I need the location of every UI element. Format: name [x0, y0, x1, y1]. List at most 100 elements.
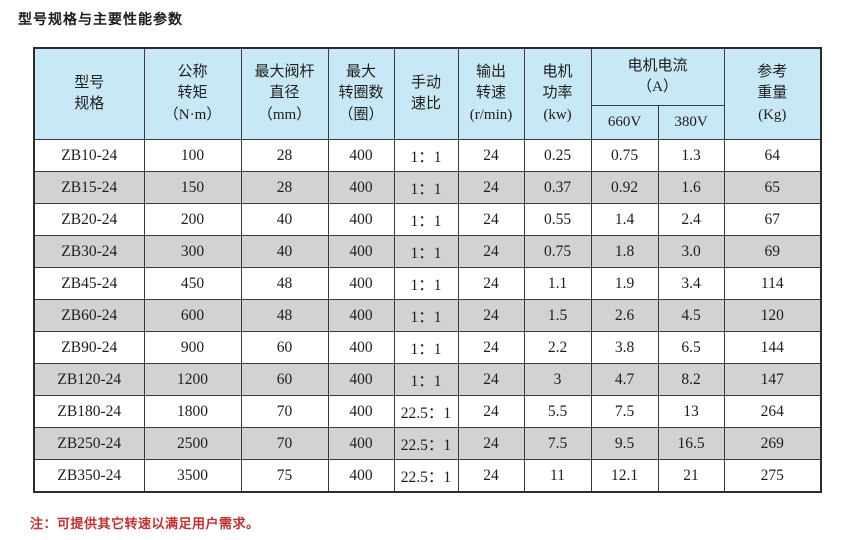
cell-power_kw: 5.5	[523, 395, 592, 428]
cell-manual_ratio: 1：1	[393, 171, 459, 204]
cell-manual_ratio: 22.5：1	[393, 395, 459, 428]
cell-turns: 400	[327, 299, 395, 332]
cell-speed_rpm: 24	[457, 139, 525, 172]
cell-turns: 400	[327, 459, 395, 493]
cell-torque_nm: 300	[143, 235, 242, 268]
cell-power_kw: 11	[523, 459, 592, 493]
cell-current_660v: 0.92	[590, 171, 659, 204]
cell-current_660v: 1.9	[590, 267, 659, 300]
cell-turns: 400	[327, 171, 395, 204]
cell-power_kw: 0.25	[523, 139, 592, 172]
cell-weight_kg: 144	[723, 331, 822, 364]
cell-power_kw: 0.55	[523, 203, 592, 236]
cell-stem_mm: 60	[240, 331, 329, 364]
cell-current_380v: 1.6	[657, 171, 725, 204]
cell-power_kw: 0.75	[523, 235, 592, 268]
cell-current_380v: 3.4	[657, 267, 725, 300]
cell-manual_ratio: 1：1	[393, 139, 459, 172]
cell-current_380v: 2.4	[657, 203, 725, 236]
cell-stem_mm: 28	[240, 139, 329, 172]
cell-manual_ratio: 1：1	[393, 331, 459, 364]
table-row: ZB45-24 450 48 400 1：1 24 1.1 1.9 3.4 114	[33, 267, 822, 300]
header-manual-ratio: 手动 速比	[393, 47, 459, 140]
cell-current_660v: 9.5	[590, 427, 659, 460]
cell-turns: 400	[327, 395, 395, 428]
cell-weight_kg: 114	[723, 267, 822, 300]
header-output-speed: 输出 转速 (r/min)	[457, 47, 525, 140]
cell-torque_nm: 2500	[143, 427, 242, 460]
cell-turns: 400	[327, 331, 395, 364]
header-stem-diameter: 最大阀杆 直径 （mm）	[240, 47, 329, 140]
cell-weight_kg: 269	[723, 427, 822, 460]
cell-speed_rpm: 24	[457, 235, 525, 268]
cell-torque_nm: 1200	[143, 363, 242, 396]
cell-speed_rpm: 24	[457, 363, 525, 396]
cell-current_380v: 16.5	[657, 427, 725, 460]
cell-speed_rpm: 24	[457, 395, 525, 428]
cell-current_380v: 4.5	[657, 299, 725, 332]
cell-current_660v: 4.7	[590, 363, 659, 396]
cell-current_660v: 3.8	[590, 331, 659, 364]
cell-power_kw: 2.2	[523, 331, 592, 364]
cell-torque_nm: 450	[143, 267, 242, 300]
cell-speed_rpm: 24	[457, 459, 525, 493]
cell-weight_kg: 275	[723, 459, 822, 493]
cell-current_660v: 0.75	[590, 139, 659, 172]
table-header: 型号 规格 公称 转矩 （N·m） 最大阀杆 直径 （mm） 最大 转圈数 （圈…	[33, 47, 822, 140]
header-660v: 660V	[590, 105, 659, 140]
cell-stem_mm: 48	[240, 267, 329, 300]
cell-model: ZB20-24	[33, 203, 145, 236]
table-row: ZB90-24 900 60 400 1：1 24 2.2 3.8 6.5 144	[33, 331, 822, 364]
cell-current_660v: 1.4	[590, 203, 659, 236]
cell-torque_nm: 900	[143, 331, 242, 364]
cell-turns: 400	[327, 267, 395, 300]
cell-stem_mm: 48	[240, 299, 329, 332]
cell-model: ZB90-24	[33, 331, 145, 364]
cell-power_kw: 1.1	[523, 267, 592, 300]
cell-manual_ratio: 1：1	[393, 267, 459, 300]
cell-speed_rpm: 24	[457, 171, 525, 204]
spec-table: 型号 规格 公称 转矩 （N·m） 最大阀杆 直径 （mm） 最大 转圈数 （圈…	[33, 47, 823, 493]
cell-model: ZB10-24	[33, 139, 145, 172]
cell-model: ZB15-24	[33, 171, 145, 204]
page-title: 型号规格与主要性能参数	[18, 11, 183, 27]
cell-current_380v: 21	[657, 459, 725, 493]
cell-stem_mm: 70	[240, 427, 329, 460]
cell-current_660v: 7.5	[590, 395, 659, 428]
table-row: ZB30-24 300 40 400 1：1 24 0.75 1.8 3.0 69	[33, 235, 822, 268]
cell-manual_ratio: 1：1	[393, 235, 459, 268]
cell-model: ZB30-24	[33, 235, 145, 268]
footnote: 注：可提供其它转速以满足用户需求。	[30, 516, 260, 531]
table-row: ZB120-24 1200 60 400 1：1 24 3 4.7 8.2 147	[33, 363, 822, 396]
cell-stem_mm: 28	[240, 171, 329, 204]
header-torque: 公称 转矩 （N·m）	[143, 47, 242, 140]
header-motor-current: 电机电流 （A）	[590, 47, 725, 106]
cell-current_660v: 12.1	[590, 459, 659, 493]
header-380v: 380V	[657, 105, 725, 140]
cell-manual_ratio: 1：1	[393, 203, 459, 236]
cell-manual_ratio: 22.5：1	[393, 459, 459, 493]
header-model: 型号 规格	[33, 47, 145, 140]
cell-turns: 400	[327, 427, 395, 460]
table-row: ZB20-24 200 40 400 1：1 24 0.55 1.4 2.4 67	[33, 203, 822, 236]
cell-power_kw: 0.37	[523, 171, 592, 204]
cell-turns: 400	[327, 139, 395, 172]
cell-speed_rpm: 24	[457, 331, 525, 364]
table-row: ZB15-24 150 28 400 1：1 24 0.37 0.92 1.6 65	[33, 171, 822, 204]
cell-manual_ratio: 1：1	[393, 299, 459, 332]
cell-torque_nm: 100	[143, 139, 242, 172]
cell-torque_nm: 150	[143, 171, 242, 204]
cell-torque_nm: 600	[143, 299, 242, 332]
cell-turns: 400	[327, 203, 395, 236]
cell-power_kw: 3	[523, 363, 592, 396]
table-row: ZB10-24 100 28 400 1：1 24 0.25 0.75 1.3 64	[33, 139, 822, 172]
cell-current_660v: 1.8	[590, 235, 659, 268]
cell-torque_nm: 200	[143, 203, 242, 236]
cell-weight_kg: 120	[723, 299, 822, 332]
cell-turns: 400	[327, 235, 395, 268]
cell-model: ZB250-24	[33, 427, 145, 460]
header-max-turns: 最大 转圈数 （圈）	[327, 47, 395, 140]
cell-model: ZB350-24	[33, 459, 145, 493]
table-row: ZB250-24 2500 70 400 22.5：1 24 7.5 9.5 16.5 269	[33, 427, 822, 460]
